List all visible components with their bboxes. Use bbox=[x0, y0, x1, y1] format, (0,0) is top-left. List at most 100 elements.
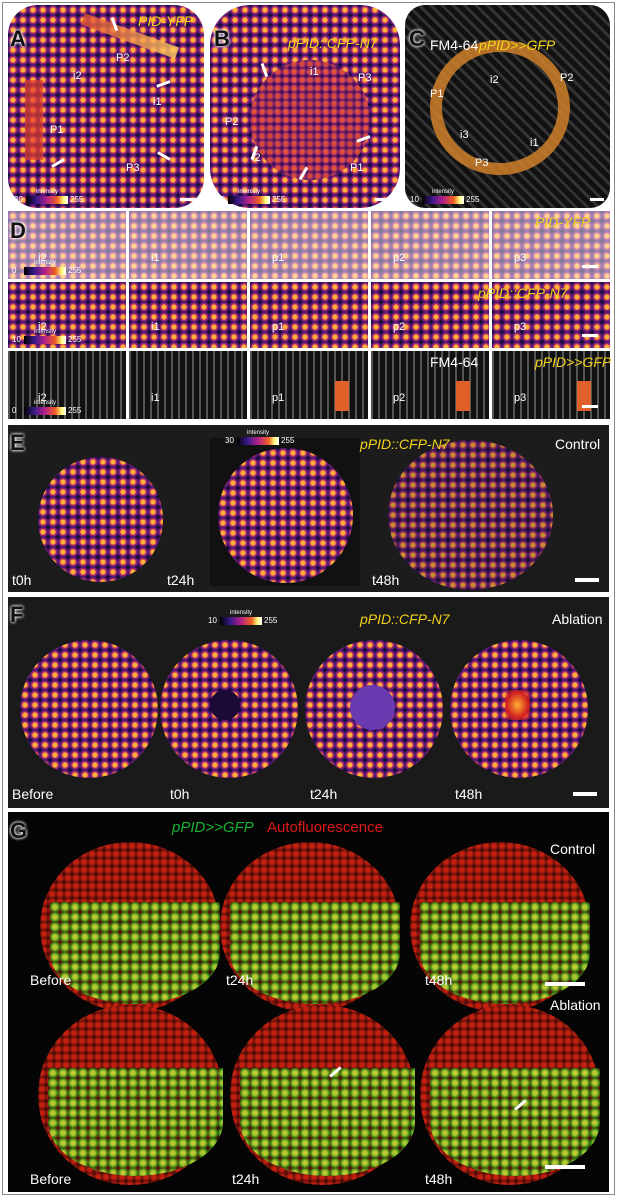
image bbox=[388, 440, 553, 590]
region-label: p3 bbox=[514, 252, 527, 264]
region-label: i2 bbox=[38, 392, 47, 404]
gfp-signal bbox=[335, 381, 349, 411]
panel-label: D bbox=[10, 218, 26, 243]
colorbar-min: 10 bbox=[12, 335, 21, 344]
channel-label: pPID::CFP-N7 bbox=[360, 436, 450, 452]
channel-label: PID-YFP bbox=[138, 13, 194, 29]
gfp-signal bbox=[577, 381, 591, 411]
region-label: i2 bbox=[38, 321, 47, 333]
channel-label: pPID>>GFP bbox=[172, 819, 254, 836]
colorbar-caption: intensity bbox=[238, 189, 261, 195]
gfp-signal bbox=[50, 901, 220, 1004]
region-label: i1 bbox=[530, 137, 539, 149]
colorbar-caption: intensity bbox=[432, 189, 455, 195]
channel-label: Autofluorescence bbox=[267, 819, 383, 836]
colorbar-max: 255 bbox=[281, 436, 295, 445]
timepoint-label: t48h bbox=[425, 972, 453, 988]
colorbar-max: 255 bbox=[68, 406, 82, 415]
scale-bar bbox=[180, 198, 196, 201]
region-label: P1 bbox=[50, 124, 64, 136]
panel-label: E bbox=[10, 430, 25, 455]
colorbar bbox=[24, 267, 66, 275]
colorbar bbox=[24, 407, 66, 415]
image bbox=[250, 282, 368, 348]
region-label: p2 bbox=[393, 252, 406, 264]
timepoint-label: Before bbox=[30, 1171, 72, 1187]
image bbox=[371, 282, 489, 348]
region-label: P3 bbox=[475, 157, 489, 169]
image bbox=[371, 211, 489, 279]
colorbar-max: 255 bbox=[466, 195, 480, 204]
colorbar bbox=[422, 196, 464, 204]
colorbar bbox=[237, 437, 279, 445]
colorbar-max: 255 bbox=[68, 335, 82, 344]
scale-bar bbox=[582, 405, 598, 408]
colorbar-min: 10 bbox=[208, 616, 217, 625]
condition-label: Ablation bbox=[550, 997, 601, 1013]
panel-label: F bbox=[10, 602, 24, 627]
colorbar-min: 30 bbox=[216, 195, 225, 204]
image bbox=[492, 282, 610, 348]
region-label: i2 bbox=[38, 252, 47, 264]
colorbar-min: 10 bbox=[410, 195, 419, 204]
region-label: p3 bbox=[514, 392, 527, 404]
region-label: P2 bbox=[116, 52, 130, 64]
colorbar bbox=[24, 336, 66, 344]
channel-label: pPID::CFP-N7 bbox=[360, 611, 450, 627]
scale-bar bbox=[573, 792, 597, 796]
timepoint-label: t0h bbox=[12, 572, 32, 588]
region-label: p1 bbox=[272, 252, 285, 264]
region-label: i1 bbox=[151, 321, 160, 333]
region-label: i2 bbox=[490, 74, 499, 86]
colorbar-caption: intensity bbox=[36, 189, 59, 195]
region-label: i1 bbox=[151, 392, 160, 404]
region-label: p1 bbox=[272, 392, 285, 404]
image bbox=[129, 351, 247, 419]
colorbar-caption: intensity bbox=[34, 260, 57, 266]
gfp-signal bbox=[240, 1068, 415, 1176]
image bbox=[8, 211, 126, 279]
condition-label: Control bbox=[550, 841, 596, 857]
timepoint-label: Before bbox=[30, 972, 72, 988]
colorbar bbox=[26, 196, 68, 204]
panel-label: C bbox=[409, 26, 425, 51]
colorbar-max: 255 bbox=[68, 266, 82, 275]
colorbar-min: 30 bbox=[225, 436, 234, 445]
gfp-signal bbox=[430, 1068, 600, 1176]
region-label: P2 bbox=[225, 116, 239, 128]
timepoint-label: Before bbox=[12, 786, 54, 802]
image bbox=[250, 211, 368, 279]
scale-bar bbox=[582, 265, 598, 268]
scale-bar bbox=[590, 198, 604, 201]
region-label: p2 bbox=[393, 392, 406, 404]
region-label: i1 bbox=[151, 252, 160, 264]
image bbox=[8, 282, 126, 348]
condition-label: Ablation bbox=[552, 611, 603, 627]
region-label: P1 bbox=[430, 88, 444, 100]
region-label: i2 bbox=[252, 152, 261, 164]
region-label: i3 bbox=[460, 129, 469, 141]
channel-label: pPID>>GFP bbox=[535, 354, 612, 370]
channel-label: pPID>>GFP bbox=[479, 37, 556, 53]
gfp-signal bbox=[456, 381, 470, 411]
image bbox=[8, 5, 204, 208]
scale-bar bbox=[575, 578, 599, 582]
pid-band bbox=[25, 80, 43, 160]
gfp-signal bbox=[48, 1068, 223, 1176]
region-label: P3 bbox=[126, 162, 140, 174]
stain-label: FM4-64 bbox=[430, 37, 479, 53]
pid-signal bbox=[505, 690, 530, 720]
scale-bar bbox=[545, 1165, 585, 1169]
panel-label: A bbox=[10, 26, 26, 51]
timepoint-label: t24h bbox=[167, 572, 195, 588]
gfp-signal bbox=[230, 901, 400, 1004]
colorbar-caption: intensity bbox=[34, 400, 57, 406]
ablation bbox=[210, 690, 240, 720]
colorbar-caption: intensity bbox=[34, 329, 57, 335]
timepoint-label: t48h bbox=[455, 786, 483, 802]
region-label: P1 bbox=[350, 162, 364, 174]
colorbar bbox=[220, 617, 262, 625]
colorbar-max: 255 bbox=[264, 616, 278, 625]
colorbar-min: 30 bbox=[14, 195, 23, 204]
